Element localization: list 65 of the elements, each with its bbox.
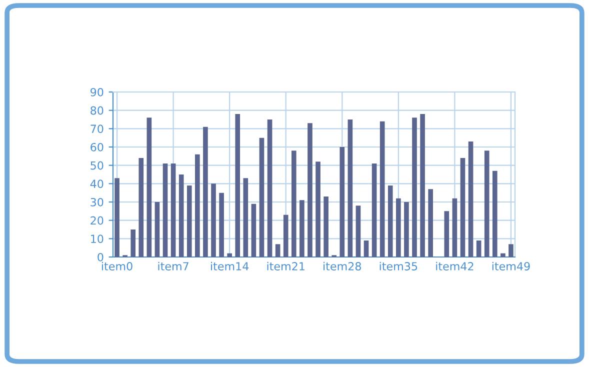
x-tick-label: item28 — [324, 262, 361, 270]
bar — [114, 178, 120, 257]
bar — [251, 204, 256, 257]
bar — [154, 202, 160, 257]
bar — [138, 158, 144, 257]
bar — [428, 189, 433, 257]
bar — [340, 147, 345, 257]
bar — [492, 170, 498, 257]
bar — [275, 244, 280, 257]
x-tick-label: item42 — [436, 262, 474, 270]
bar — [291, 150, 296, 257]
y-tick-label: 60 — [90, 142, 104, 152]
y-tick-label: 20 — [90, 216, 104, 225]
bar — [388, 186, 393, 257]
bar — [219, 192, 224, 257]
bar — [146, 118, 152, 257]
bar — [283, 214, 288, 257]
bar — [444, 211, 450, 257]
bar — [500, 253, 506, 257]
bar — [316, 162, 320, 257]
bar — [476, 240, 482, 257]
bar — [235, 114, 240, 257]
bar — [348, 120, 353, 257]
bar — [396, 198, 401, 257]
bar — [300, 200, 304, 257]
x-tick-label: item35 — [380, 262, 418, 270]
bar — [195, 154, 200, 257]
bar — [186, 186, 192, 257]
bar — [170, 164, 176, 257]
bar — [356, 206, 361, 257]
bar — [380, 121, 385, 257]
bar — [364, 240, 369, 257]
bar — [178, 174, 184, 257]
x-tick-label: item14 — [211, 262, 249, 270]
y-tick-label: 0 — [98, 252, 104, 262]
y-tick-label: 50 — [90, 161, 104, 170]
x-tick-label: item21 — [267, 262, 304, 270]
bar — [420, 114, 425, 257]
bar — [227, 253, 232, 257]
bar — [412, 118, 417, 257]
y-tick-label: 80 — [90, 106, 104, 115]
bar — [324, 196, 328, 257]
bar — [452, 198, 458, 257]
y-tick-label: 90 — [90, 88, 104, 96]
bar — [130, 230, 136, 257]
y-tick-label: 70 — [90, 124, 104, 134]
bar — [460, 158, 466, 257]
bar — [267, 120, 272, 257]
bar — [508, 244, 514, 257]
y-tick-label: 10 — [91, 234, 104, 244]
x-tick-label: item7 — [158, 262, 188, 270]
x-tick-label: item49 — [492, 262, 530, 270]
bar — [211, 184, 216, 257]
bar — [203, 126, 208, 257]
bar — [484, 150, 490, 257]
y-tick-label: 40 — [90, 180, 104, 188]
bar — [372, 164, 377, 257]
bar — [162, 164, 168, 257]
bar — [404, 202, 409, 257]
bar — [468, 142, 474, 257]
bar — [243, 178, 248, 257]
x-tick-label: item0 — [102, 262, 132, 270]
y-tick-label: 30 — [90, 198, 104, 206]
bar — [308, 123, 312, 257]
bar — [259, 138, 264, 257]
